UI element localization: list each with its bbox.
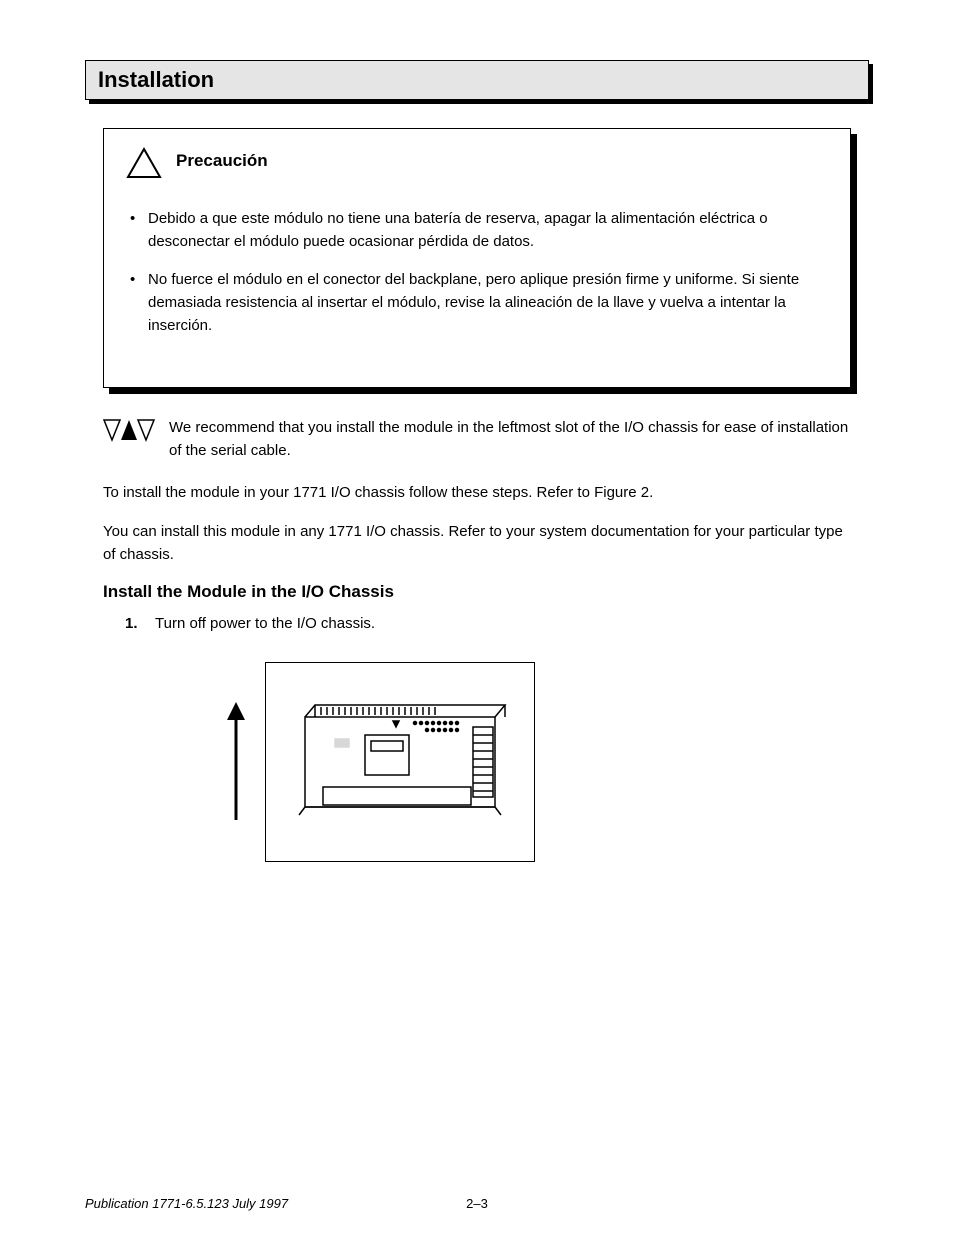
paragraph: To install the module in your 1771 I/O c… [103,481,851,504]
caution-box: Precaución Debido a que este módulo no t… [103,128,851,388]
recommendation-block: We recommend that you install the module… [103,416,851,463]
warning-triangle-icon [126,147,162,179]
footer-left: Publication 1771-6.5.123 July 1997 [85,1196,288,1211]
arrow-up-icon [223,702,249,822]
triple-triangle-icon [103,418,155,449]
page-root: Installation Precaución Debido a que est… [0,0,954,1235]
banner-title: Installation [98,67,214,93]
caution-box-wrap: Precaución Debido a que este módulo no t… [103,128,851,388]
figure-row [103,662,851,862]
caution-bullet-text: No fuerce el módulo en el conector del b… [148,271,799,335]
step-text: Turn off power to the I/O chassis. [155,612,375,635]
body-paragraphs: To install the module in your 1771 I/O c… [103,481,851,567]
banner-box: Installation [85,60,869,100]
caution-bullet-item: Debido a que este módulo no tiene una ba… [126,207,828,254]
step-item: 1. Turn off power to the I/O chassis. [125,612,851,635]
section-banner: Installation [85,60,869,100]
caution-bullet-text: Debido a que este módulo no tiene una ba… [148,210,768,250]
step-number: 1. [125,612,145,635]
caution-header-row: Precaución [126,145,828,179]
steps-list: 1. Turn off power to the I/O chassis. [125,612,851,635]
printer-illustration [275,677,525,847]
caution-heading: Precaución [176,151,268,171]
caution-bullet-item: No fuerce el módulo en el conector del b… [126,268,828,338]
caution-bullet-list: Debido a que este módulo no tiene una ba… [126,207,828,337]
paragraph: You can install this module in any 1771 … [103,520,851,567]
steps-title: Install the Module in the I/O Chassis [103,582,851,602]
page-number: 2–3 [466,1196,488,1211]
printer-figure-box [265,662,535,862]
recommendation-text: We recommend that you install the module… [169,416,851,463]
